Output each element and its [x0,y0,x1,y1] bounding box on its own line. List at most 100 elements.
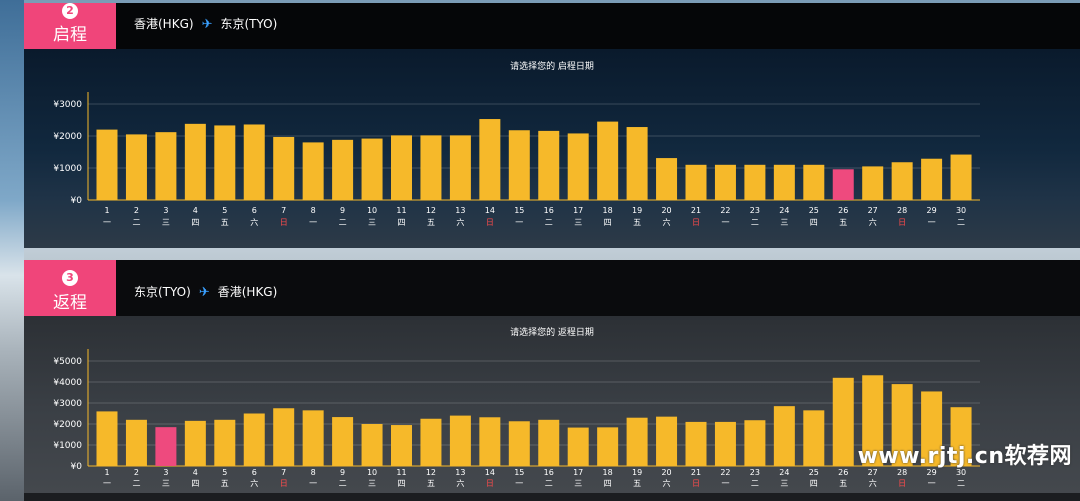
return-day-label: 17 [573,468,583,477]
return-price-bar-day-1[interactable] [96,411,118,466]
outbound-price-bar-day-6[interactable] [243,124,265,200]
outbound-header: 2 启程 香港(HKG) ✈ 东京(TYO) [24,3,1080,49]
return-weekday-label: 三 [780,479,788,488]
return-price-bar-day-16[interactable] [538,419,560,466]
outbound-price-bar-day-5[interactable] [214,125,236,200]
return-price-bar-day-24[interactable] [773,406,795,466]
outbound-day-label: 1 [104,206,109,215]
outbound-price-bar-day-9[interactable] [332,139,354,200]
return-weekday-label: 五 [633,479,641,488]
outbound-price-bar-day-4[interactable] [184,123,206,200]
return-weekday-label: 六 [869,478,877,488]
outbound-day-label: 14 [485,206,495,215]
outbound-weekday-label: 六 [250,217,258,227]
outbound-price-bar-day-17[interactable] [567,133,589,200]
outbound-price-bar-day-18[interactable] [597,121,619,200]
outbound-price-bar-day-30[interactable] [950,154,972,200]
outbound-price-bar-day-19[interactable] [626,127,648,200]
return-day-label: 30 [956,468,966,477]
return-day-label: 18 [603,468,613,477]
outbound-price-bar-day-25[interactable] [803,164,825,200]
outbound-weekday-label: 五 [633,218,641,227]
outbound-price-bar-day-23[interactable] [744,164,766,200]
return-panel: 3 返程 东京(TYO) ✈ 香港(HKG) 请选择您的 返程日期 ¥0 ¥1000 ¥… [24,260,1080,501]
return-price-bar-day-19[interactable] [626,417,648,466]
return-price-bar-day-23[interactable] [744,420,766,466]
return-price-bar-day-25[interactable] [803,410,825,466]
outbound-weekday-label: 日 [486,218,494,227]
return-day-label: 7 [281,468,286,477]
outbound-weekday-label: 五 [427,218,435,227]
return-weekday-label: 五 [427,479,435,488]
outbound-route: 香港(HKG) ✈ 东京(TYO) [134,15,277,32]
return-price-bar-day-12[interactable] [420,418,442,466]
return-price-bar-day-11[interactable] [391,425,412,466]
outbound-weekday-label: 三 [368,218,376,227]
return-day-label: 1 [104,468,109,477]
return-price-bar-day-17[interactable] [567,427,589,466]
return-price-bar-day-13[interactable] [449,415,471,466]
outbound-price-bar-day-10[interactable] [361,138,383,200]
return-price-bar-day-7[interactable] [273,408,295,466]
outbound-day-label: 15 [514,206,524,215]
outbound-day-label: 21 [691,206,701,215]
return-price-bar-day-21[interactable] [685,421,707,466]
return-day-label: 2 [134,468,139,477]
return-price-bar-day-10[interactable] [361,424,383,466]
return-weekday-label: 六 [250,478,258,488]
return-price-bar-day-18[interactable] [597,427,619,466]
return-price-bar-day-5[interactable] [214,419,236,466]
outbound-price-bar-day-26-selected[interactable] [832,169,854,200]
return-weekday-label: 一 [103,479,111,488]
return-price-bar-day-22[interactable] [714,421,736,466]
return-day-label: 25 [809,468,819,477]
return-price-bar-day-6[interactable] [243,413,265,467]
bottom-bar [24,493,1080,501]
return-price-bar-day-28[interactable] [891,384,913,466]
outbound-price-bar-day-14[interactable] [479,119,501,200]
return-price-bar-day-14[interactable] [479,417,501,466]
return-weekday-label: 三 [574,479,582,488]
return-price-bar-day-20[interactable] [656,416,678,466]
return-price-bar-day-15[interactable] [508,421,530,466]
outbound-price-bar-day-28[interactable] [891,162,913,200]
outbound-price-bar-day-21[interactable] [685,164,707,200]
outbound-price-bar-day-8[interactable] [302,142,324,200]
return-price-bar-day-26[interactable] [832,377,854,466]
outbound-day-label: 7 [281,206,286,215]
return-price-bar-day-8[interactable] [302,410,324,466]
return-weekday-label: 三 [162,479,170,488]
outbound-price-bar-day-20[interactable] [656,158,678,200]
outbound-y-tick-label: ¥3000 [53,100,82,110]
return-price-bar-day-4[interactable] [184,420,206,466]
return-price-bar-day-3-selected[interactable] [155,427,177,466]
outbound-price-bar-day-7[interactable] [273,136,295,200]
outbound-price-bar-day-24[interactable] [773,164,795,200]
outbound-price-bar-day-29[interactable] [921,158,943,200]
outbound-day-label: 11 [396,206,406,215]
outbound-day-label: 20 [661,206,671,215]
outbound-price-bar-day-12[interactable] [420,135,442,200]
return-price-bar-day-2[interactable] [125,419,147,466]
outbound-day-label: 19 [632,206,642,215]
return-weekday-label: 日 [692,479,700,488]
return-price-bar-day-30[interactable] [950,407,972,466]
return-price-bar-day-27[interactable] [862,375,884,466]
outbound-price-bar-day-1[interactable] [96,129,118,200]
outbound-weekday-label: 五 [221,218,229,227]
return-weekday-label: 一 [309,479,317,488]
outbound-price-bar-day-11[interactable] [391,135,412,200]
outbound-price-bar-day-27[interactable] [862,166,884,200]
return-day-label: 13 [455,468,465,477]
return-weekday-label: 日 [898,479,906,488]
return-price-bar-day-9[interactable] [332,417,354,466]
outbound-price-bar-day-3[interactable] [155,132,177,200]
outbound-price-bar-day-16[interactable] [538,130,560,200]
outbound-price-bar-day-22[interactable] [714,164,736,200]
outbound-price-bar-day-13[interactable] [449,135,471,200]
outbound-day-label: 28 [897,206,907,215]
return-price-bar-day-29[interactable] [921,391,943,466]
outbound-price-bar-day-2[interactable] [125,134,147,200]
outbound-price-bar-day-15[interactable] [508,130,530,200]
return-weekday-label: 五 [221,479,229,488]
